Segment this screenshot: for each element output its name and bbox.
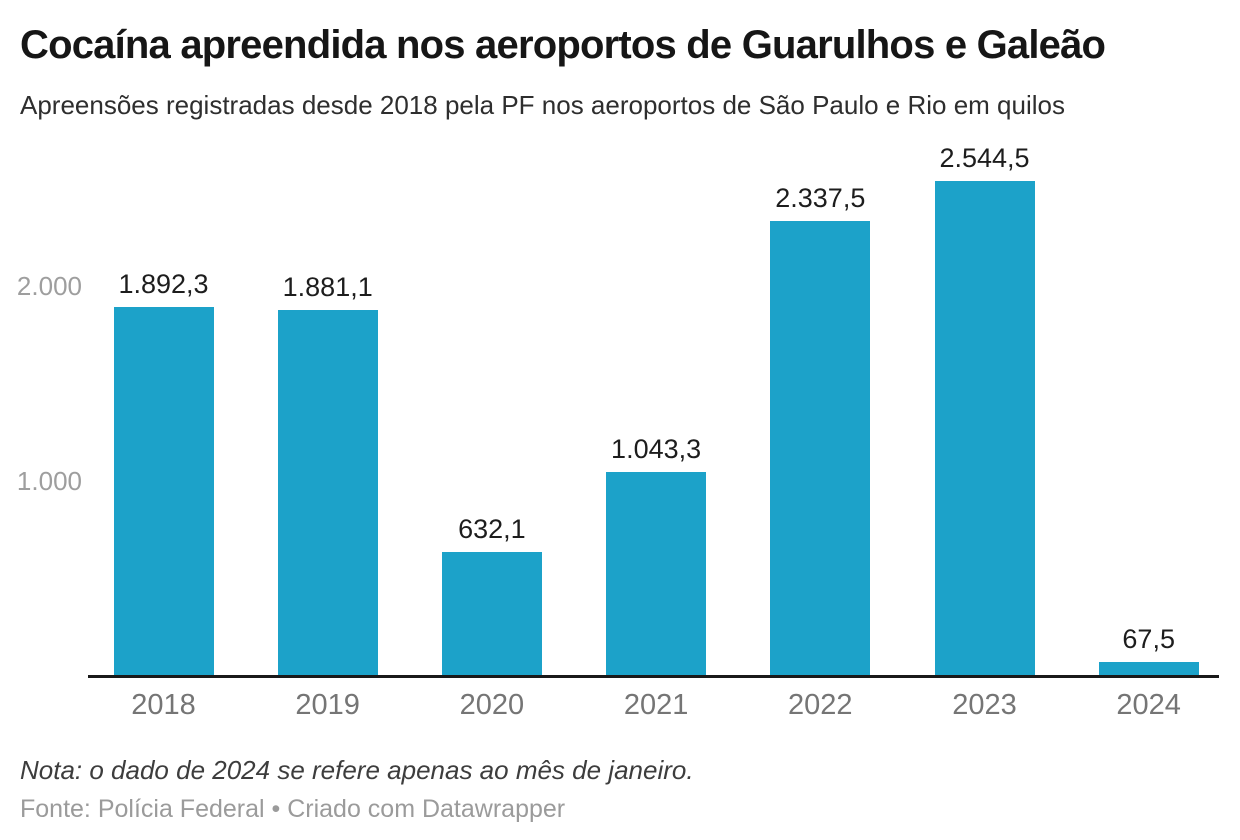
- chart-note: Nota: o dado de 2024 se refere apenas ao…: [20, 755, 694, 785]
- bar-value-label: 1.043,3: [611, 434, 702, 465]
- bar-value-label: 2.337,5: [775, 182, 866, 213]
- bar-value-label: 1.881,1: [282, 271, 373, 302]
- bar-2023: [934, 180, 1035, 675]
- chart-source: Fonte: Polícia Federal • Criado com Data…: [20, 795, 566, 823]
- bar-value-label: 1.892,3: [118, 269, 209, 300]
- bar-2020: [441, 552, 542, 675]
- chart-title: Cocaína apreendida nos aeroportos de Gua…: [20, 23, 1106, 67]
- y-axis-tick-label: 2.000: [16, 271, 82, 302]
- bar-2018: [113, 307, 214, 675]
- x-axis-tick-label: 2018: [131, 689, 196, 721]
- bar-value-label: 632,1: [458, 514, 526, 545]
- bar-2019: [277, 309, 378, 675]
- x-axis-tick-label: 2024: [1116, 689, 1181, 721]
- x-axis-baseline: [88, 675, 1219, 678]
- bar-value-label: 2.544,5: [939, 142, 1030, 173]
- bar-2024: [1098, 661, 1199, 675]
- x-axis-tick-label: 2021: [623, 689, 689, 721]
- bar-2021: [606, 472, 707, 675]
- y-axis-tick-label: 1.000: [16, 465, 82, 496]
- bar-value-label: 67,5: [1122, 623, 1175, 654]
- x-axis-tick-label: 2023: [952, 689, 1017, 721]
- chart-subtitle: Apreensões registradas desde 2018 pela P…: [20, 90, 1065, 120]
- x-axis-tick-label: 2019: [295, 689, 360, 721]
- x-axis-tick-label: 2022: [788, 689, 853, 721]
- x-axis-tick-label: 2020: [459, 689, 525, 721]
- bar-2022: [770, 220, 871, 675]
